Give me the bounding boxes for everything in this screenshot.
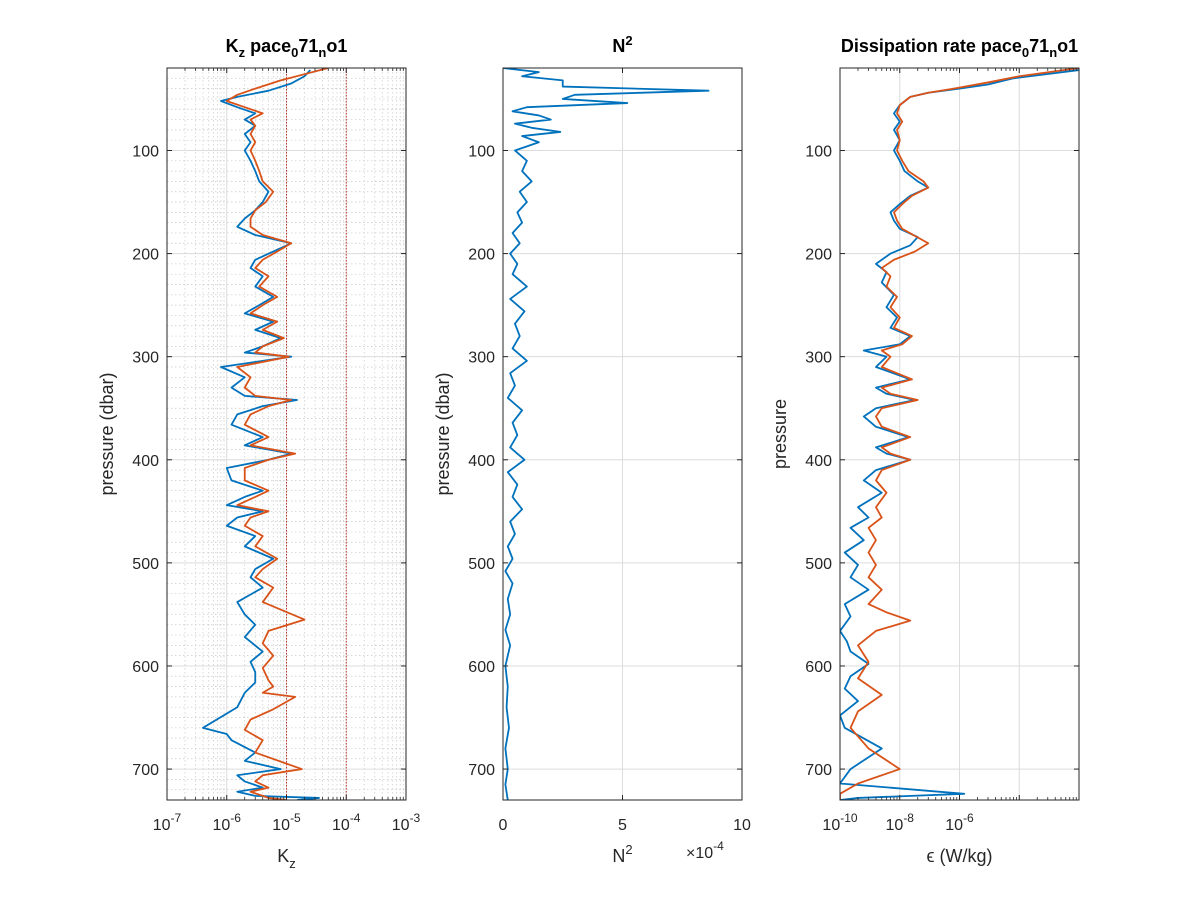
- y-tick-label: 100: [805, 143, 832, 160]
- y-tick-label: 600: [805, 659, 832, 676]
- y-tick-label: 200: [468, 247, 495, 264]
- series-line-1: [840, 69, 1079, 800]
- y-tick-label: 100: [132, 143, 159, 160]
- chart-title: Dissipation rate pace071no1: [841, 36, 1078, 60]
- series-line-1: [503, 68, 710, 800]
- y-tick-label: 300: [805, 350, 832, 367]
- x-tick-label: 0: [499, 817, 508, 834]
- y-tick-label: 400: [805, 453, 832, 470]
- x-tick-label: 10-6: [213, 811, 242, 834]
- y-tick-label: 500: [132, 556, 159, 573]
- y-tick-label: 300: [132, 350, 159, 367]
- y-axis-label: pressure (dbar): [97, 372, 117, 495]
- y-axis-label: pressure (dbar): [433, 372, 453, 495]
- chart-title: Kz pace071no1: [226, 36, 348, 60]
- y-tick-label: 400: [132, 453, 159, 470]
- y-axis-label: pressure: [770, 399, 790, 469]
- y-tick-label: 300: [468, 350, 495, 367]
- x-tick-label: 10-5: [272, 811, 301, 834]
- y-tick-label: 400: [468, 453, 495, 470]
- x-tick-label: 10: [733, 817, 751, 834]
- y-tick-label: 200: [132, 247, 159, 264]
- chart-title: N2: [612, 33, 632, 56]
- x-tick-label: 5: [618, 817, 627, 834]
- x-tick-label: 10-8: [886, 811, 915, 834]
- y-tick-label: 700: [805, 762, 832, 779]
- series-line-1: [202, 69, 320, 800]
- y-tick-label: 600: [132, 659, 159, 676]
- x-tick-label: 10-10: [822, 811, 857, 834]
- x-tick-label: 10-4: [332, 811, 361, 834]
- dissipation-panel: 100 200 300 400 500 600 700 10-10 10-8 10-6 ϵ (W/k…: [770, 36, 1080, 866]
- x-multiplier: ×10-4: [686, 839, 724, 862]
- series-line-2: [225, 68, 329, 800]
- x-axis-label: ϵ (W/kg): [927, 846, 993, 866]
- y-tick-label: 600: [468, 659, 495, 676]
- y-tick-label: 500: [468, 556, 495, 573]
- y-tick-label: 700: [132, 762, 159, 779]
- series-line-2: [840, 68, 1079, 800]
- y-tick-label: 500: [805, 556, 832, 573]
- x-axis-label: N2: [612, 842, 632, 866]
- kz-panel: 100 200 300 400 500 600 700 10-7 10-6 10-5 10-4 10-…: [97, 36, 421, 871]
- y-tick-label: 200: [805, 247, 832, 264]
- x-axis-label: Kz: [277, 846, 296, 871]
- x-tick-label: 10-7: [153, 811, 182, 834]
- x-tick-label: 10-3: [392, 811, 421, 834]
- y-tick-label: 100: [468, 143, 495, 160]
- x-tick-label: 10-6: [945, 811, 974, 834]
- y-tick-label: 700: [468, 762, 495, 779]
- n2-panel: 100 200 300 400 500 600 700 0 5 10 ×10-4 N2 pressure…: [433, 33, 751, 866]
